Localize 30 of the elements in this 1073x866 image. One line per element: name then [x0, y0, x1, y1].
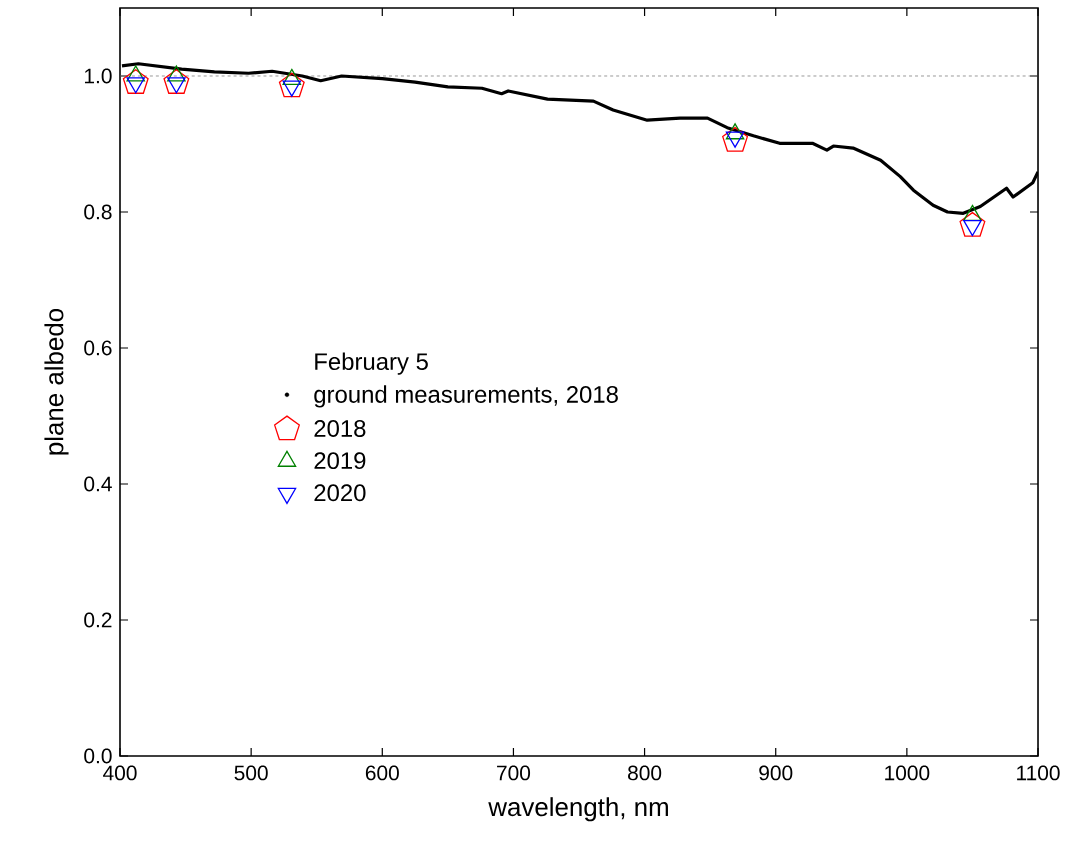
x-tick-label: 700 — [497, 765, 531, 781]
y-axis-title: plane albedo — [44, 308, 69, 455]
x-tick-label: 800 — [628, 765, 662, 781]
point — [959, 211, 986, 237]
legend-label: ground measurements, 2018 — [314, 385, 618, 408]
legend-label: 2020 — [314, 484, 366, 502]
point — [725, 123, 745, 140]
legend-title: February 5 — [315, 352, 428, 375]
x-tick-label: 1000 — [885, 765, 930, 781]
y-tick-label: 0.8 — [84, 204, 112, 220]
point — [282, 68, 302, 86]
point — [163, 69, 190, 94]
legend-label: 2019 — [314, 452, 366, 470]
point — [167, 65, 186, 82]
x-axis-title: wavelength, nm — [488, 797, 668, 822]
point — [126, 65, 146, 82]
y-tick-label: 0.2 — [84, 612, 112, 628]
point — [722, 126, 749, 152]
y-tick-label: 0.6 — [84, 340, 112, 356]
point — [122, 69, 149, 94]
y-tick-label: 0.4 — [84, 476, 112, 492]
legend-label: 2018 — [314, 420, 366, 437]
x-tick-label: 600 — [365, 765, 399, 781]
y-tick-label: 1.0 — [84, 68, 112, 84]
x-tick-label: 1100 — [1017, 765, 1060, 781]
x-tick-label: 500 — [234, 765, 268, 781]
y-tick-label: 0.0 — [84, 748, 112, 764]
x-tick-label: 400 — [103, 765, 137, 781]
x-tick-label: 900 — [759, 765, 793, 781]
point — [278, 72, 305, 98]
